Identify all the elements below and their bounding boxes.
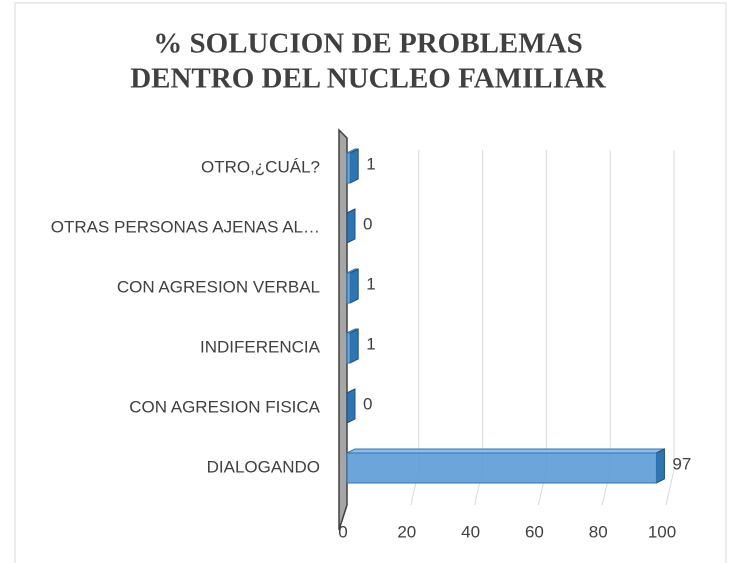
data-label: 1 — [366, 274, 375, 293]
bar-side — [349, 148, 359, 184]
bar-side — [349, 328, 359, 364]
data-label: 0 — [363, 394, 372, 413]
data-label: 1 — [366, 334, 375, 353]
grid-line — [665, 150, 675, 506]
y-tick-label: INDIFERENCIA — [200, 337, 321, 356]
data-label: 0 — [363, 214, 372, 233]
y-tick-label: OTRO,¿CUÁL? — [201, 157, 320, 176]
x-tick-label: 60 — [525, 522, 544, 541]
x-tick-label: 20 — [397, 522, 416, 541]
bar-side — [349, 268, 359, 304]
y-tick-label: DIALOGANDO — [207, 457, 320, 476]
chart-title: DENTRO DEL NUCLEO FAMILIAR — [130, 63, 607, 95]
chart-title: % SOLUCION DE PROBLEMAS — [153, 28, 582, 60]
x-tick-label: 40 — [461, 522, 480, 541]
bar-top — [346, 448, 665, 454]
data-label: 1 — [366, 154, 375, 173]
chart-border — [14, 2, 727, 563]
bar — [346, 152, 351, 184]
y-tick-label: OTRAS PERSONAS AJENAS AL… — [51, 217, 320, 236]
x-tick-label: 0 — [338, 522, 347, 541]
x-tick-label: 80 — [589, 522, 608, 541]
data-label: 97 — [672, 454, 691, 473]
y-tick-label: CON AGRESION VERBAL — [117, 277, 320, 296]
bar — [346, 452, 657, 484]
bar-side — [346, 388, 356, 424]
bar-side — [655, 448, 665, 484]
y-tick-label: CON AGRESION FISICA — [129, 397, 320, 416]
axis-wall — [338, 128, 348, 531]
bar-side — [346, 208, 356, 244]
bar — [346, 272, 351, 304]
x-tick-label: 100 — [648, 522, 676, 541]
bar — [346, 332, 351, 364]
